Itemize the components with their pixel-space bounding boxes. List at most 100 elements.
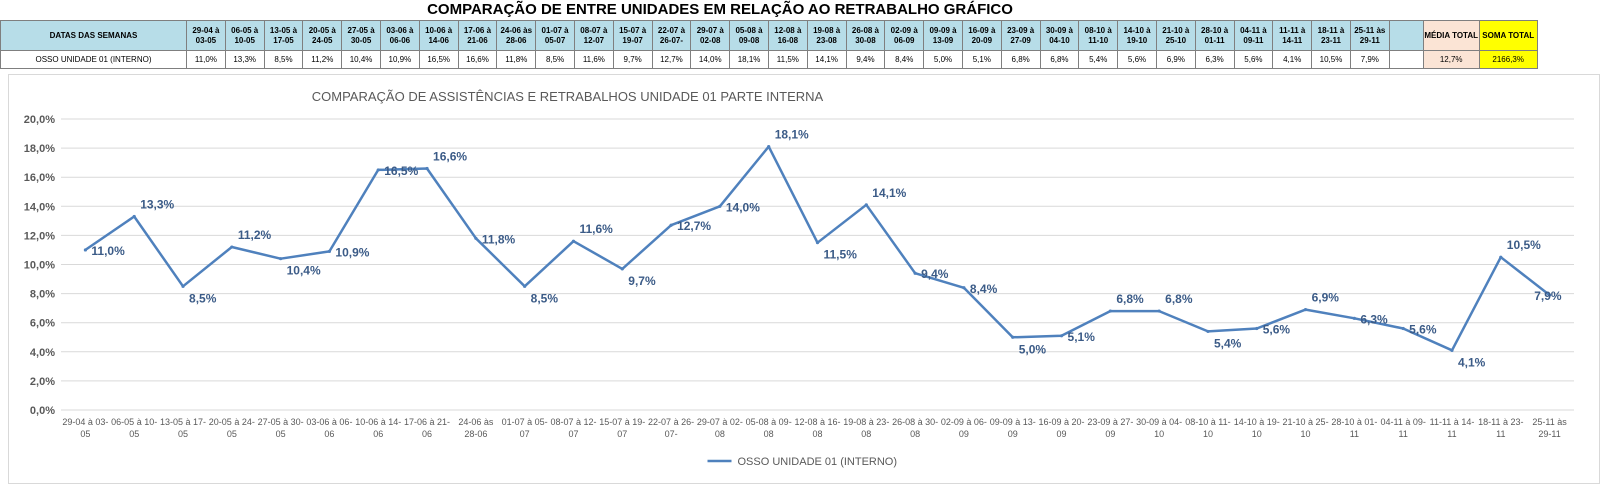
x-tick-label: 10-06 à 14- xyxy=(355,417,401,427)
week-header-cell: 15-07 à 19-07 xyxy=(612,20,653,51)
x-tick-label: 24-06 às xyxy=(458,417,494,427)
data-point xyxy=(1059,334,1064,338)
x-tick-label: 08 xyxy=(861,429,871,439)
data-label: 6,3% xyxy=(1360,312,1388,326)
x-tick-label: 11-11 à 14- xyxy=(1430,417,1475,427)
data-label: 18,1% xyxy=(775,128,809,142)
y-tick-label: 0,0% xyxy=(30,405,55,417)
value-cell: 16,6% xyxy=(457,50,498,69)
data-point xyxy=(571,239,576,243)
data-label: 11,2% xyxy=(238,228,272,242)
week-header-cell: 28-10 à 01-11 xyxy=(1194,20,1235,51)
data-label: 6,9% xyxy=(1312,291,1340,305)
x-tick-label: 17-06 à 21- xyxy=(404,417,450,427)
week-header-cell: 19-08 à 23-08 xyxy=(806,20,847,51)
week-header-cell: 12-08 à 16-08 xyxy=(767,20,808,51)
data-point xyxy=(1206,329,1210,334)
data-point xyxy=(962,286,966,290)
week-header-cell: 01-07 à 05-07 xyxy=(535,20,575,51)
x-tick-label: 11 xyxy=(1496,429,1505,439)
x-tick-label: 12-08 à 16- xyxy=(794,417,840,427)
x-tick-label: 05 xyxy=(178,429,188,439)
data-label: 10,5% xyxy=(1507,238,1541,252)
x-tick-label: 16-09 à 20- xyxy=(1039,417,1085,427)
x-tick-label: 23-09 à 27- xyxy=(1087,417,1133,427)
x-tick-label: 14-10 à 19- xyxy=(1234,417,1280,427)
week-header-cell: 10-06 à 14-06 xyxy=(418,20,459,51)
y-tick-label: 6,0% xyxy=(30,318,55,330)
x-tick-label: 11 xyxy=(1399,429,1408,439)
value-cell: 11,6% xyxy=(573,50,614,69)
data-point xyxy=(1303,308,1308,312)
row-label-cell: OSSO UNIDADE 01 (INTERNO) xyxy=(0,50,187,69)
x-tick-label: 05 xyxy=(129,429,139,439)
data-label: 5,6% xyxy=(1263,323,1291,337)
week-header-cell: 11-11 à 14-11 xyxy=(1272,20,1313,51)
data-point xyxy=(181,284,185,288)
value-cell: 5,6% xyxy=(1117,50,1157,69)
data-label: 5,1% xyxy=(1068,330,1096,344)
x-tick-label: 07 xyxy=(568,429,578,439)
data-point xyxy=(669,223,673,227)
data-point xyxy=(913,271,917,275)
value-cell: 7,9% xyxy=(1349,50,1390,69)
value-cell: 8,4% xyxy=(884,50,925,69)
week-header-cell: 22-07 à 26-07- xyxy=(651,20,692,51)
y-tick-label: 20,0% xyxy=(24,114,55,126)
x-tick-label: 05 xyxy=(276,429,286,439)
data-label: 13,3% xyxy=(140,197,174,211)
data-point xyxy=(132,214,136,219)
data-label: 14,0% xyxy=(726,200,760,214)
x-tick-label: 13-05 à 17- xyxy=(160,417,206,427)
value-cell: 11,0% xyxy=(186,50,226,69)
data-point xyxy=(1011,335,1015,339)
x-tick-label: 10 xyxy=(1301,429,1311,439)
x-tick-label: 22-07 à 26- xyxy=(648,417,694,427)
x-tick-label: 15-07 à 19- xyxy=(599,417,645,427)
week-header-cell: 26-08 à 30-08 xyxy=(845,20,886,51)
x-tick-label: 09 xyxy=(1105,429,1115,439)
week-header-cell: 16-09 à 20-09 xyxy=(961,20,1002,51)
week-header-cell: 21-10 à 25-10 xyxy=(1155,20,1196,51)
x-tick-label: 26-08 à 30- xyxy=(892,417,938,427)
x-tick-label: 30-09 à 04- xyxy=(1136,417,1182,427)
data-label: 12,7% xyxy=(677,219,711,233)
data-point xyxy=(620,267,624,271)
x-tick-label: 05 xyxy=(80,429,90,439)
x-tick-label: 11 xyxy=(1447,429,1456,439)
summary-table: DATAS DAS SEMANAS 29-04 à 03-05 06-05 à 10-0… xyxy=(0,20,1538,69)
data-label: 11,6% xyxy=(579,222,613,236)
x-tick-label: 03-06 à 06- xyxy=(306,417,352,427)
week-header-cell: 05-08 à 09-08 xyxy=(729,20,769,51)
week-header-cell: 13-05 à 17-05 xyxy=(263,20,304,51)
value-cell: 16,5% xyxy=(418,50,459,69)
value-cell: 13,3% xyxy=(224,50,265,69)
data-point xyxy=(474,236,478,240)
value-cell: 9,7% xyxy=(612,50,653,69)
x-tick-label: 07 xyxy=(617,429,627,439)
value-cell: 11,8% xyxy=(496,50,537,69)
data-label: 14,1% xyxy=(872,186,906,200)
soma-total-header: SOMA TOTAL xyxy=(1478,20,1538,51)
value-cell: 8,5% xyxy=(535,50,575,69)
data-point xyxy=(1450,348,1454,352)
data-point xyxy=(279,257,283,261)
value-cell: 6,9% xyxy=(1155,50,1196,69)
data-point xyxy=(864,203,868,207)
data-point xyxy=(1499,255,1503,259)
data-label: 6,8% xyxy=(1116,292,1144,306)
week-header-cell: 14-10 à 19-10 xyxy=(1117,20,1157,51)
y-tick-label: 14,0% xyxy=(24,201,55,213)
x-tick-label: 06 xyxy=(324,429,334,439)
x-tick-label: 07 xyxy=(520,429,530,439)
value-cell: 11,2% xyxy=(302,50,343,69)
value-cell: 5,1% xyxy=(961,50,1002,69)
x-tick-label: 07- xyxy=(665,429,678,439)
x-tick-label: 11 xyxy=(1350,429,1359,439)
data-label: 11,8% xyxy=(482,232,516,246)
chart-area: COMPARAÇÃO DE ASSISTÊNCIAS E RETRABALHOS… xyxy=(8,74,1600,484)
data-point xyxy=(1108,309,1112,313)
y-tick-label: 4,0% xyxy=(30,347,55,359)
data-label: 10,4% xyxy=(287,264,321,278)
value-cell: 5,4% xyxy=(1078,50,1119,69)
